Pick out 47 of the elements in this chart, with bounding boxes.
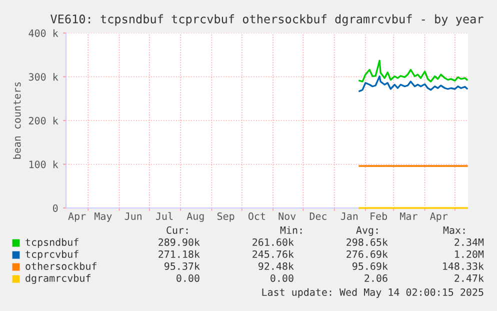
x-tick-label: Aug [186, 212, 204, 222]
x-tick-label: May [94, 212, 112, 222]
text: 2.47k [454, 274, 484, 282]
y-tick-label: 200 k [29, 116, 58, 124]
y-tick-label: 0 [52, 204, 58, 212]
text: 261.60k [252, 238, 294, 246]
text: Last update: Wed May 14 02:00:15 2025 [262, 288, 484, 298]
text: Avg: [356, 226, 378, 236]
line-series [358, 60, 468, 82]
x-tick-label: Jun [124, 212, 142, 220]
y-tick-label: 400 k [28, 29, 58, 37]
text: 95.37k [164, 262, 200, 270]
line-series [358, 75, 468, 92]
x-tick-label: Apr [68, 212, 86, 222]
legend-label: tcpsndbuf [26, 238, 78, 248]
text: 289.90k [158, 238, 200, 246]
x-tick-label: Nov [278, 212, 296, 220]
text: Max: [443, 226, 465, 234]
legend-label: dgramrcvbuf [26, 274, 90, 284]
x-tick-label: Apr [430, 212, 448, 222]
text: 245.76k [252, 250, 294, 258]
text: 0.00 [270, 274, 294, 282]
text: 148.33k [443, 262, 484, 270]
text: 276.69k [346, 250, 388, 258]
x-tick-label: Sep [217, 212, 234, 222]
text: 271.18k [158, 250, 200, 258]
x-tick-label: Oct [248, 212, 265, 220]
text: 1.20M [455, 250, 484, 258]
legend-label: othersockbuf [26, 262, 96, 270]
x-tick-label: Feb [370, 212, 387, 220]
x-tick-label: Mar [400, 212, 418, 220]
text: 0.00 [176, 274, 200, 282]
text: Min: [280, 226, 302, 234]
y-axis-title: bean counters [13, 82, 21, 159]
x-tick-label: Jan [340, 212, 358, 220]
legend-label: tcprcvbuf [26, 250, 78, 260]
chart-title: VE610: tcpsndbuf tcprcvbuf othersockbuf dgramrcvbuf - by year [50, 14, 484, 26]
text: Cur: [166, 226, 188, 234]
y-tick-label: 100 k [29, 160, 58, 168]
text: 2.06 [364, 274, 388, 282]
text: 298.65k [346, 238, 388, 246]
y-tick-label: 300 k [28, 72, 58, 81]
x-tick-label: Jul [156, 212, 173, 220]
text: 2.34M [454, 238, 484, 246]
x-tick-label: Dec [310, 212, 326, 220]
text: 92.48k [258, 262, 294, 270]
text: 95.69k [352, 262, 388, 270]
